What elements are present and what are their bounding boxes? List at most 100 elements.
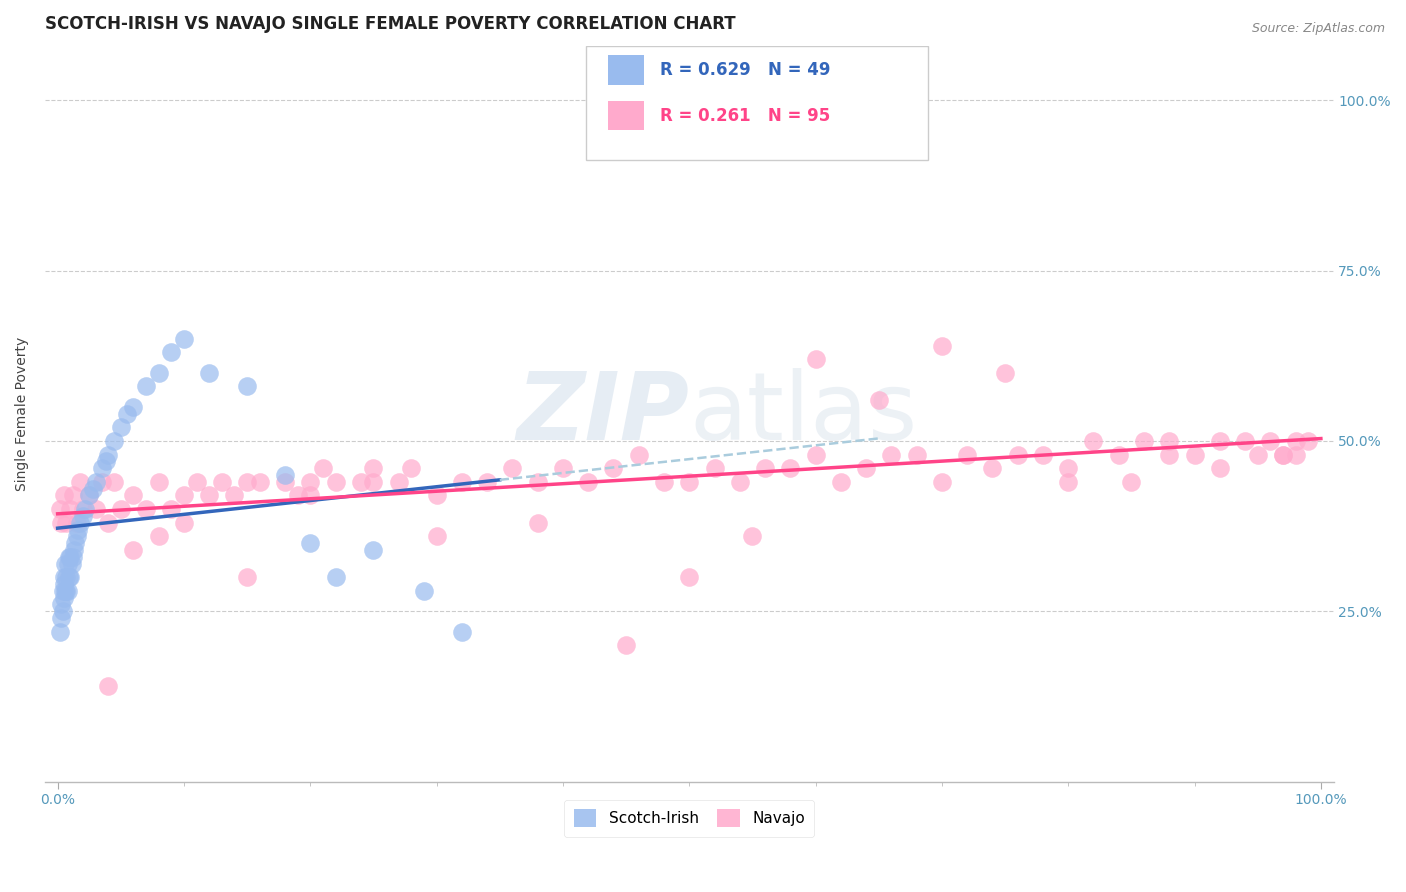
Point <box>501 461 523 475</box>
Point <box>401 461 423 475</box>
Point <box>1272 448 1295 462</box>
Point <box>94 454 117 468</box>
Point <box>1083 434 1105 448</box>
Point <box>956 448 979 462</box>
Point <box>53 557 76 571</box>
Point <box>198 366 221 380</box>
Point <box>49 624 72 639</box>
Text: atlas: atlas <box>689 368 918 459</box>
Point <box>1133 434 1156 448</box>
Point <box>703 461 725 475</box>
FancyBboxPatch shape <box>586 45 928 160</box>
Point <box>103 434 125 448</box>
Point <box>868 392 890 407</box>
Point <box>325 475 347 489</box>
Point <box>135 379 157 393</box>
Point <box>804 448 827 462</box>
Point <box>52 591 75 605</box>
Point <box>1057 475 1080 489</box>
Point <box>830 475 852 489</box>
Point <box>274 468 297 483</box>
Point <box>198 488 221 502</box>
Point <box>274 475 297 489</box>
Point <box>84 502 107 516</box>
Point <box>58 570 80 584</box>
Point <box>59 570 82 584</box>
Point <box>186 475 208 489</box>
Point <box>52 577 75 591</box>
Point <box>122 488 145 502</box>
Point <box>110 420 132 434</box>
Point <box>173 488 195 502</box>
Point <box>97 516 120 530</box>
Point <box>1159 434 1181 448</box>
Point <box>65 516 87 530</box>
Point <box>84 475 107 489</box>
Point <box>779 461 801 475</box>
Point <box>426 529 449 543</box>
Point <box>173 516 195 530</box>
Point <box>55 570 77 584</box>
Point <box>1032 448 1054 462</box>
Point <box>426 488 449 502</box>
Point <box>287 488 309 502</box>
Point <box>55 516 77 530</box>
Point <box>72 508 94 523</box>
Point <box>249 475 271 489</box>
Point <box>1209 461 1232 475</box>
Point <box>65 529 87 543</box>
Point <box>72 502 94 516</box>
Point <box>450 475 472 489</box>
Point <box>65 536 87 550</box>
Point <box>62 488 84 502</box>
Point <box>1284 448 1306 462</box>
Point <box>122 400 145 414</box>
Point <box>75 502 97 516</box>
Point <box>602 461 624 475</box>
Point <box>63 543 86 558</box>
Point <box>728 475 751 489</box>
Point <box>526 516 548 530</box>
Point <box>652 475 675 489</box>
Point <box>1159 448 1181 462</box>
Point <box>103 475 125 489</box>
Point <box>236 475 259 489</box>
Point <box>148 366 170 380</box>
Point <box>97 448 120 462</box>
Point <box>931 475 953 489</box>
Point <box>90 461 112 475</box>
Point <box>69 516 91 530</box>
Point <box>350 475 373 489</box>
Point <box>678 475 700 489</box>
Point <box>931 338 953 352</box>
Point <box>363 543 385 558</box>
Text: Source: ZipAtlas.com: Source: ZipAtlas.com <box>1251 22 1385 36</box>
Point <box>299 475 322 489</box>
Point <box>58 549 80 564</box>
Point <box>148 529 170 543</box>
Point <box>1108 448 1130 462</box>
Point <box>115 407 138 421</box>
Point <box>59 502 82 516</box>
Point <box>160 502 183 516</box>
Point <box>981 461 1004 475</box>
Point <box>236 570 259 584</box>
Point <box>51 611 73 625</box>
Point <box>1007 448 1029 462</box>
Point <box>614 639 637 653</box>
Point <box>1057 461 1080 475</box>
Text: ZIP: ZIP <box>516 368 689 459</box>
Point <box>69 475 91 489</box>
Point <box>55 583 77 598</box>
Point <box>1234 434 1257 448</box>
Bar <box>607 101 644 130</box>
Point <box>160 345 183 359</box>
Point <box>97 679 120 693</box>
Point <box>66 523 89 537</box>
Bar <box>607 55 644 85</box>
Point <box>135 502 157 516</box>
Point <box>299 536 322 550</box>
Point <box>855 461 877 475</box>
Point <box>526 475 548 489</box>
Point <box>56 557 79 571</box>
